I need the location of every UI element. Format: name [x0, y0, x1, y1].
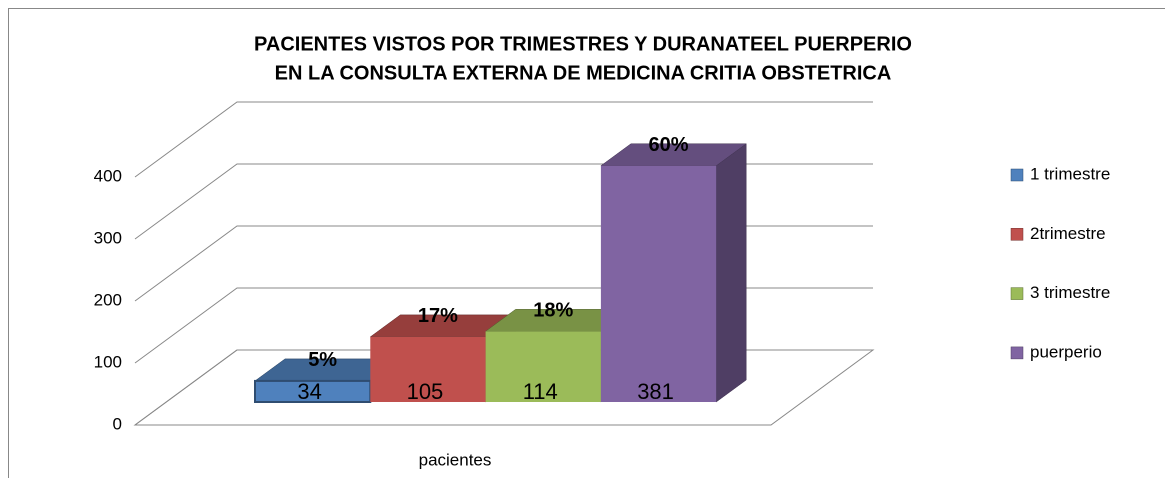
x-tick-label: pacientes — [419, 450, 492, 469]
chart-title: PACIENTES VISTOS POR TRIMESTRES Y DURANA… — [254, 33, 912, 55]
data-label: 34 — [297, 379, 321, 404]
legend-swatch — [1010, 287, 1024, 300]
legend-label: 3 trimestre — [1030, 283, 1110, 302]
legend-swatch — [1010, 346, 1024, 360]
bar — [600, 165, 717, 402]
data-label: 114 — [523, 379, 558, 404]
y-tick-label: 300 — [94, 228, 122, 247]
floor — [133, 349, 875, 426]
grid-line — [134, 101, 873, 178]
y-tick-label: 100 — [94, 352, 122, 371]
y-tick-label: 200 — [94, 290, 122, 309]
bar-side — [715, 143, 747, 403]
chart-title: EN LA CONSULTA EXTERNA DE MEDICINA CRITI… — [275, 62, 892, 84]
bar — [370, 336, 486, 402]
grid-line — [134, 163, 873, 240]
y-tick-label: 400 — [94, 166, 122, 185]
legend-label: 1 trimestre — [1030, 164, 1110, 183]
bar — [485, 331, 601, 402]
y-tick-label: 0 — [113, 414, 122, 433]
grid-line — [134, 225, 873, 302]
percent-label: 17% — [418, 305, 458, 327]
chart-border — [8, 8, 1165, 478]
data-label: 105 — [407, 379, 444, 404]
percent-label: 5% — [308, 349, 337, 371]
legend-swatch — [1010, 168, 1024, 182]
percent-label: 60% — [649, 134, 689, 156]
data-label: 381 — [637, 379, 674, 404]
legend-label: 2trimestre — [1030, 224, 1106, 243]
percent-label: 18% — [533, 300, 573, 322]
legend-label: puerperio — [1030, 342, 1102, 361]
legend-swatch — [1010, 228, 1024, 241]
